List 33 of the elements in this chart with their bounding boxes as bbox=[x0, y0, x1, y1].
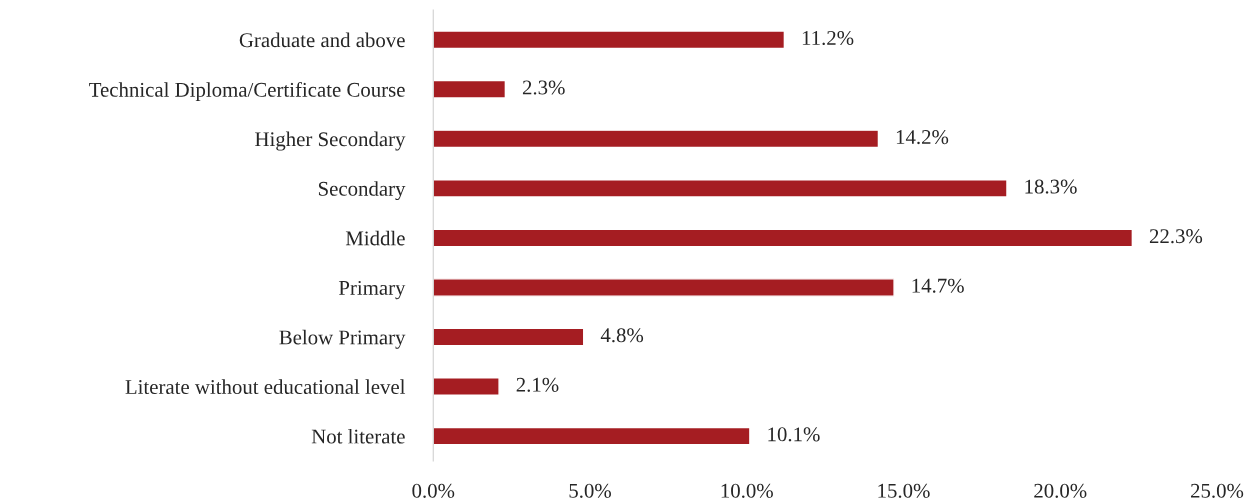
y-tick-label: Secondary bbox=[318, 181, 406, 201]
x-tick-label: 20.0% bbox=[1034, 483, 1087, 498]
bar bbox=[433, 278, 895, 297]
bar bbox=[433, 79, 507, 99]
bar bbox=[433, 30, 786, 50]
y-tick-label: Not literate bbox=[311, 428, 405, 444]
data-label: 18.3% bbox=[1025, 179, 1077, 194]
y-tick-label: Graduate and above bbox=[239, 32, 405, 48]
data-label: 10.1% bbox=[768, 427, 820, 442]
y-tick-label: Literate without educational level bbox=[125, 379, 406, 395]
x-tick-label: 25.0% bbox=[1191, 483, 1244, 498]
data-label: 2.1% bbox=[516, 377, 559, 392]
y-tick-label: Below Primary bbox=[279, 329, 406, 349]
x-tick-label: 15.0% bbox=[878, 483, 930, 498]
bar bbox=[433, 377, 500, 396]
data-label: 14.7% bbox=[912, 278, 964, 293]
data-label: 14.2% bbox=[896, 130, 949, 145]
x-tick-label: 0.0% bbox=[412, 483, 455, 498]
bar bbox=[433, 426, 751, 446]
y-tick-label: Technical Diploma/Certificate Course bbox=[89, 81, 405, 102]
data-label: 22.3% bbox=[1149, 229, 1203, 244]
data-label: 2.3% bbox=[522, 80, 565, 95]
data-label: 4.8% bbox=[600, 328, 644, 343]
x-tick-label: 5.0% bbox=[569, 483, 611, 498]
data-label: 11.2% bbox=[802, 30, 854, 46]
y-tick-label: Middle bbox=[345, 230, 405, 246]
bar bbox=[433, 179, 1008, 198]
y-tick-label: Primary bbox=[338, 280, 406, 300]
x-tick-label: 10.0% bbox=[721, 483, 773, 498]
bar bbox=[433, 228, 1134, 248]
bar bbox=[433, 129, 880, 149]
bar bbox=[433, 327, 585, 347]
y-tick-label: Higher Secondary bbox=[255, 131, 406, 151]
